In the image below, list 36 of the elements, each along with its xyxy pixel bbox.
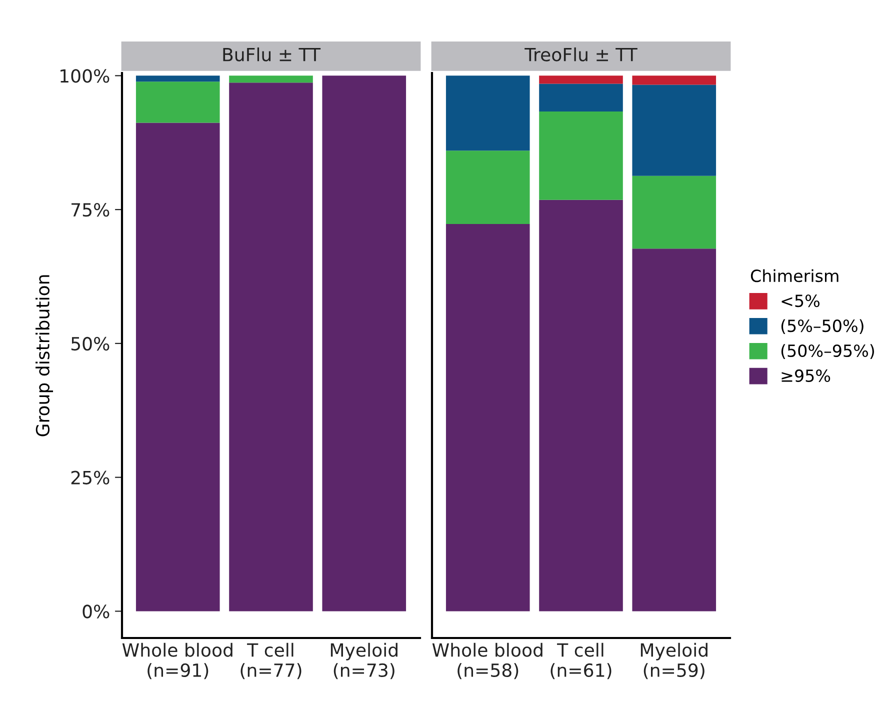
y-axis-title: Group distribution <box>36 275 54 436</box>
bar <box>632 176 716 249</box>
bar <box>229 76 313 83</box>
bar <box>229 82 313 612</box>
y-tick-label: 25% <box>71 470 110 484</box>
x-tick-label: T cell (n=77) <box>240 642 302 680</box>
bar <box>446 224 530 612</box>
bar <box>136 76 220 82</box>
y-tick-label: 75% <box>72 203 110 217</box>
chart-title: TreoFlu ± TT <box>524 47 638 62</box>
legend-label: <5% <box>782 294 820 308</box>
x-tick-label: Myeloid (n=59) <box>640 642 708 680</box>
bar <box>446 150 530 224</box>
x-tick-label: Whole blood (n=91) <box>122 642 232 680</box>
bar <box>446 76 530 151</box>
bar <box>632 84 716 176</box>
legend-title: Chimerism <box>750 269 838 282</box>
x-tick-label: Whole blood (n=58) <box>432 642 542 680</box>
bar <box>539 76 623 84</box>
legend-label: ≥95% <box>782 369 830 382</box>
bar <box>539 112 623 200</box>
x-tick-label: T cell (n=61) <box>550 642 612 680</box>
bar <box>322 76 406 612</box>
y-tick-label: 0% <box>82 604 110 618</box>
bar <box>632 248 716 612</box>
y-tick-label: 100% <box>60 69 110 83</box>
bar <box>136 122 220 612</box>
bar <box>632 76 716 85</box>
x-tick-label: Myeloid (n=73) <box>330 642 398 680</box>
legend-label: (50%–95%) <box>781 344 874 360</box>
chart-title: BuFlu ± TT <box>223 47 321 62</box>
legend-label: (5%–50%) <box>781 319 864 334</box>
bar <box>539 84 623 112</box>
bar <box>136 82 220 123</box>
y-tick-label: 50% <box>71 336 110 351</box>
bar <box>539 200 623 612</box>
